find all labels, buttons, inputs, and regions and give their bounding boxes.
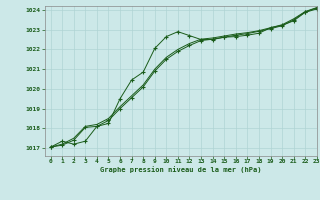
X-axis label: Graphe pression niveau de la mer (hPa): Graphe pression niveau de la mer (hPa) — [100, 166, 261, 173]
